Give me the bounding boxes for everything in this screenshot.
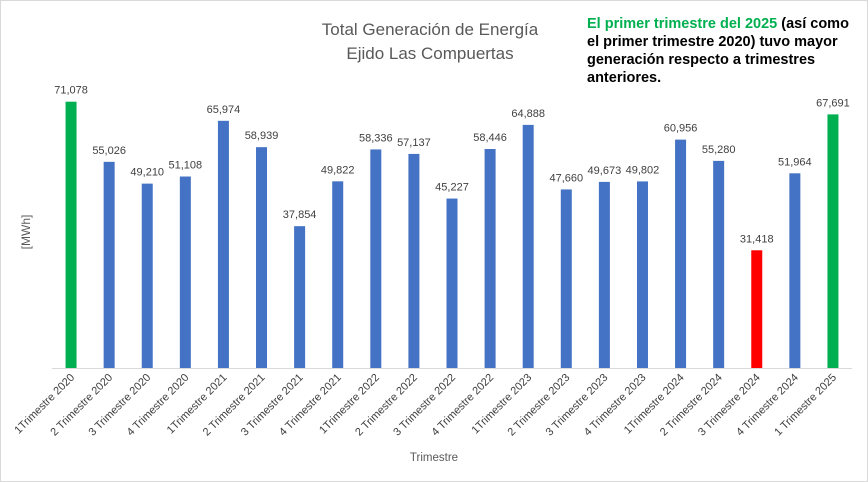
chart-title: Total Generación de Energía Ejido Las Co… [300, 18, 560, 66]
bar [636, 181, 648, 368]
bar [713, 160, 725, 368]
data-label: 57,137 [397, 137, 431, 149]
data-label: 51,108 [169, 160, 203, 172]
data-label: 60,956 [664, 123, 698, 135]
data-label: 49,802 [626, 164, 660, 176]
data-label: 67,691 [816, 97, 850, 109]
bar [408, 153, 420, 368]
data-label: 49,210 [130, 167, 164, 179]
bar [332, 181, 344, 368]
bar [141, 183, 153, 368]
data-label: 58,446 [473, 132, 507, 144]
bar [675, 139, 687, 368]
bar [598, 181, 610, 368]
bar [103, 161, 115, 368]
data-label: 55,026 [92, 145, 126, 157]
bar [179, 176, 191, 368]
data-label: 55,280 [702, 144, 736, 156]
bar [256, 147, 268, 368]
data-label: 49,673 [588, 165, 622, 177]
chart-title-line2: Ejido Las Compuertas [346, 44, 514, 63]
data-label: 49,822 [321, 164, 355, 176]
data-label: 58,939 [245, 130, 279, 142]
bar [522, 124, 534, 368]
data-label: 47,660 [549, 172, 583, 184]
bar [294, 226, 306, 368]
data-label: 51,964 [778, 156, 812, 168]
data-label: 45,227 [435, 182, 469, 194]
bar [217, 120, 229, 368]
data-label: 65,974 [207, 104, 241, 116]
chart-title-line1: Total Generación de Energía [321, 20, 539, 39]
data-label: 31,418 [740, 233, 774, 245]
annotation-text: (así como el primer trimestre 2020) tuvo… [587, 16, 849, 86]
bar [560, 189, 572, 368]
data-label: 71,078 [54, 85, 88, 97]
x-axis-label: Trimestre [409, 452, 459, 464]
bar [65, 101, 77, 368]
bar [789, 173, 801, 368]
annotation-highlight: El primer trimestre del 2025 [587, 16, 778, 32]
data-label: 64,888 [511, 108, 545, 120]
data-label: 37,854 [283, 209, 317, 221]
bar [827, 114, 839, 368]
bar [446, 198, 458, 368]
bar [370, 149, 382, 368]
data-label: 58,336 [359, 132, 393, 144]
bar [484, 149, 496, 368]
bar [751, 250, 763, 368]
chart-annotation: El primer trimestre del 2025 (así como e… [587, 15, 857, 87]
